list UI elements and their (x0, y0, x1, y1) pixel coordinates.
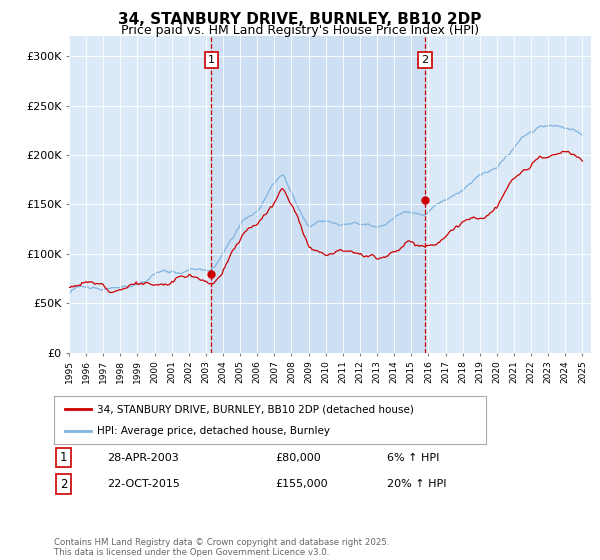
Text: HPI: Average price, detached house, Burnley: HPI: Average price, detached house, Burn… (97, 426, 330, 436)
Text: £155,000: £155,000 (276, 479, 328, 489)
Text: 1: 1 (208, 55, 215, 65)
Bar (211, 36, 425, 353)
Text: £80,000: £80,000 (276, 452, 322, 463)
Text: 34, STANBURY DRIVE, BURNLEY, BB10 2DP: 34, STANBURY DRIVE, BURNLEY, BB10 2DP (118, 12, 482, 27)
Text: Contains HM Land Registry data © Crown copyright and database right 2025.
This d: Contains HM Land Registry data © Crown c… (54, 538, 389, 557)
Text: 2: 2 (60, 478, 67, 491)
Text: 22-OCT-2015: 22-OCT-2015 (107, 479, 179, 489)
Text: 2: 2 (422, 55, 429, 65)
Text: 34, STANBURY DRIVE, BURNLEY, BB10 2DP (detached house): 34, STANBURY DRIVE, BURNLEY, BB10 2DP (d… (97, 404, 414, 414)
Text: 28-APR-2003: 28-APR-2003 (107, 452, 179, 463)
Text: 1: 1 (60, 451, 67, 464)
Text: 20% ↑ HPI: 20% ↑ HPI (386, 479, 446, 489)
Text: Price paid vs. HM Land Registry's House Price Index (HPI): Price paid vs. HM Land Registry's House … (121, 24, 479, 37)
Text: 6% ↑ HPI: 6% ↑ HPI (386, 452, 439, 463)
